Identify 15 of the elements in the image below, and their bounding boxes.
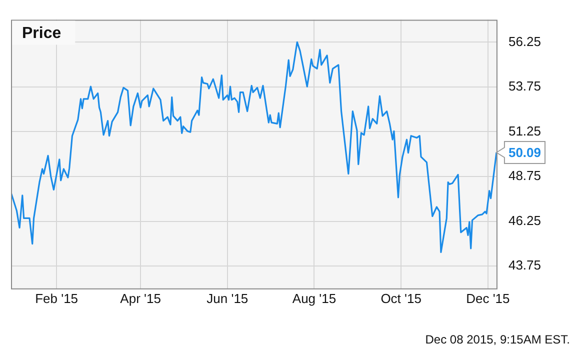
y-tick-label: 51.25: [508, 123, 542, 138]
x-tick-label: Apr '15: [120, 290, 161, 306]
x-tick-label: Jun '15: [206, 290, 248, 306]
chart-title: Price: [22, 25, 62, 42]
y-tick-label: 53.75: [508, 78, 542, 94]
text: Dec 08 2015, 9:15AM EST.: [425, 332, 570, 346]
x-tick-label: Oct '15: [380, 290, 422, 306]
x-tick-label: Feb '15: [35, 290, 78, 306]
x-tick-label: Dec '15: [466, 290, 510, 306]
y-tick-label: 46.25: [508, 212, 542, 228]
y-tick-label: 56.25: [508, 34, 542, 49]
annotation: 50.09: [508, 145, 542, 160]
x-tick-label: Aug '15: [292, 290, 336, 306]
y-tick-label: 43.75: [508, 258, 542, 273]
y-tick-label: 48.75: [508, 168, 542, 184]
